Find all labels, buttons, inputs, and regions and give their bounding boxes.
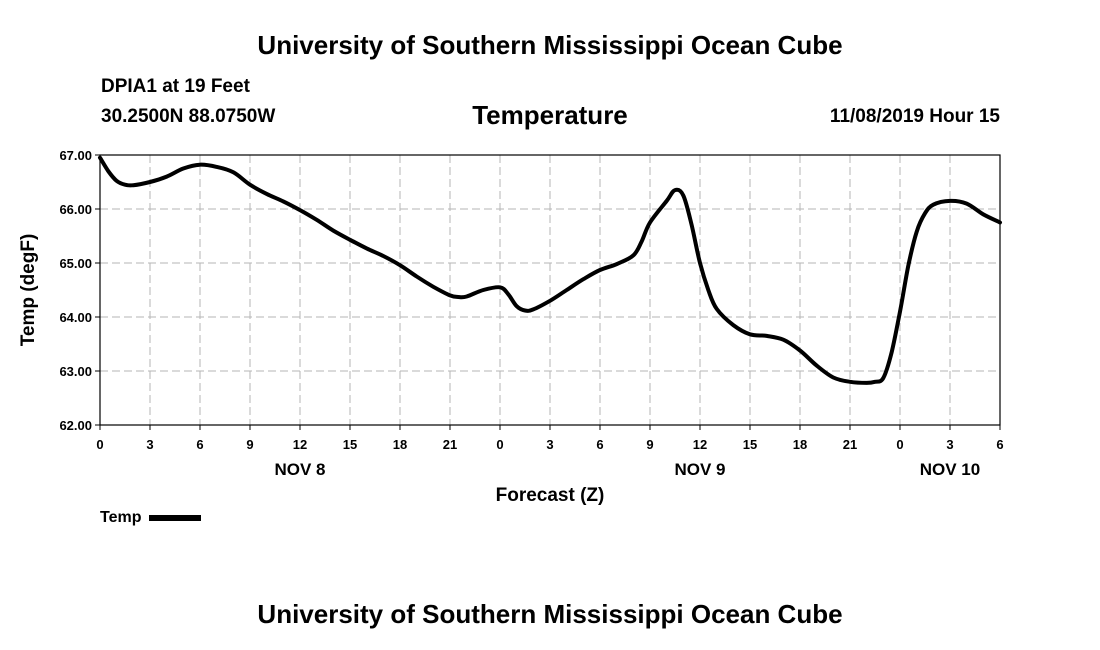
- chart-title: Temperature: [472, 100, 628, 130]
- date-label: NOV 9: [674, 460, 725, 479]
- x-tick-label: 9: [246, 437, 253, 452]
- x-tick-label: 18: [793, 437, 807, 452]
- y-axis-label: Temp (degF): [18, 234, 39, 347]
- x-tick-label: 6: [196, 437, 203, 452]
- x-tick-label: 0: [496, 437, 503, 452]
- y-tick-label: 63.00: [59, 364, 92, 379]
- y-tick-label: 67.00: [59, 148, 92, 163]
- station-coordinates: 30.2500N 88.0750W: [101, 106, 276, 127]
- x-tick-label: 3: [946, 437, 953, 452]
- x-tick-label: 18: [393, 437, 407, 452]
- y-tick-label: 62.00: [59, 418, 92, 433]
- grid-layer: [100, 155, 1000, 425]
- series-layer: [98, 155, 1002, 385]
- y-tick-label: 66.00: [59, 202, 92, 217]
- y-tick-label: 65.00: [59, 256, 92, 271]
- x-tick-label: 15: [343, 437, 357, 452]
- legend-label: Temp: [100, 509, 142, 526]
- x-tick-label: 6: [996, 437, 1003, 452]
- x-tick-label: 9: [646, 437, 653, 452]
- plot-frame: [99, 154, 1001, 426]
- header-institution-title: University of Southern Mississippi Ocean…: [257, 30, 843, 60]
- x-tick-label: 21: [843, 437, 857, 452]
- series-line-temp: [98, 155, 1002, 385]
- labels-layer: 62.00 63.00 64.00 65.00 66.00 67.00 0 3 6 9 12 15 18…: [18, 148, 1004, 506]
- legend: Temp: [100, 509, 202, 527]
- x-tick-label: 3: [546, 437, 553, 452]
- station-name: DPIA1 at 19 Feet: [101, 76, 250, 97]
- x-axis-label: Forecast (Z): [496, 485, 605, 506]
- x-tick-label: 0: [96, 437, 103, 452]
- x-tick-label: 6: [596, 437, 603, 452]
- x-tick-label: 0: [896, 437, 903, 452]
- x-tick-label: 3: [146, 437, 153, 452]
- footer-institution-title: University of Southern Mississippi Ocean…: [257, 599, 843, 629]
- y-tick-label: 64.00: [59, 310, 92, 325]
- date-label: NOV 8: [274, 460, 325, 479]
- date-label: NOV 10: [920, 460, 980, 479]
- x-tick-label: 12: [293, 437, 307, 452]
- axes-layer: [95, 154, 1001, 430]
- legend-line-swatch: [149, 515, 202, 521]
- x-tick-label: 21: [443, 437, 457, 452]
- forecast-datetime: 11/08/2019 Hour 15: [829, 106, 1000, 127]
- x-tick-label: 15: [743, 437, 757, 452]
- x-tick-label: 12: [693, 437, 707, 452]
